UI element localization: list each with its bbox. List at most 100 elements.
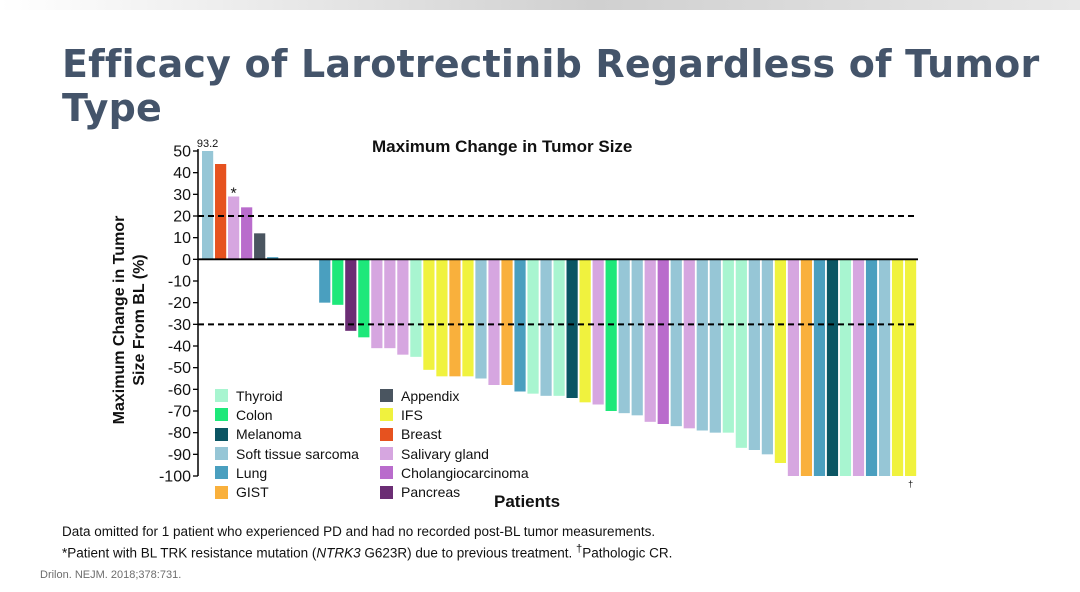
legend-column-2: Appendix IFS Breast Salivary gland Chola… <box>380 386 529 502</box>
y-axis-label-line-2: Size From BL (%) <box>131 254 148 386</box>
footnote-text: Pathologic CR. <box>582 545 673 561</box>
footnote-text: *Patient with BL TRK resistance mutation… <box>62 545 317 561</box>
bar <box>800 259 813 476</box>
bar <box>215 164 227 260</box>
y-tick-label: -30 <box>168 317 191 334</box>
legend-item-colon: Colon <box>215 405 359 424</box>
bar <box>787 259 800 476</box>
bar <box>436 259 448 377</box>
bar <box>813 259 826 476</box>
gene-name: NTRK3 <box>316 545 361 561</box>
legend-swatch <box>215 447 228 461</box>
legend-swatch <box>215 408 228 422</box>
bar <box>332 259 344 305</box>
y-tick-label: 20 <box>173 209 191 226</box>
legend-item-appendix: Appendix <box>380 386 529 405</box>
bar <box>774 259 786 463</box>
bar <box>501 259 513 385</box>
bar <box>709 259 721 433</box>
bar <box>371 259 383 349</box>
bar <box>696 259 708 431</box>
legend-swatch <box>215 427 228 441</box>
y-tick-label: -100 <box>159 469 191 486</box>
y-tick-label: -10 <box>168 274 191 291</box>
legend-label: Soft tissue sarcoma <box>236 445 359 462</box>
bar <box>761 259 773 455</box>
chart-title: Maximum Change in Tumor Size <box>372 137 633 156</box>
bar <box>722 259 734 433</box>
bar <box>384 259 396 349</box>
bar <box>826 259 839 476</box>
bar <box>566 259 578 398</box>
bar <box>527 259 539 394</box>
legend-label: Cholangiocarcinoma <box>401 464 529 481</box>
y-axis-label: Maximum Change in Tumor Size From BL (%) <box>110 180 150 460</box>
bar <box>839 259 852 476</box>
bar <box>228 196 240 260</box>
top-bar <box>0 0 1080 10</box>
y-tick-label: 0 <box>182 252 191 269</box>
legend-label: Appendix <box>401 387 460 404</box>
legend-swatch <box>380 447 393 461</box>
bar <box>488 259 500 385</box>
bar <box>748 259 760 450</box>
bar <box>319 259 331 303</box>
bar <box>670 259 682 427</box>
bar <box>514 259 526 392</box>
legend-swatch <box>380 466 393 480</box>
bar <box>631 259 643 416</box>
bar <box>618 259 630 414</box>
bar <box>605 259 617 411</box>
legend-swatch <box>380 485 393 499</box>
bar <box>865 259 878 476</box>
bar <box>202 151 214 260</box>
legend-label: GIST <box>236 484 269 501</box>
bar <box>462 259 474 377</box>
source-citation: Drilon. NEJM. 2018;378:731. <box>40 569 182 581</box>
bar <box>644 259 656 422</box>
y-tick-label: 40 <box>173 165 191 182</box>
slide-title: Efficacy of Larotrectinib Regardless of … <box>62 42 1040 130</box>
legend-swatch <box>380 408 393 422</box>
y-tick-label: 30 <box>173 187 191 204</box>
legend-label: Lung <box>236 464 268 481</box>
legend-label: Salivary gland <box>401 445 489 462</box>
y-tick-label: -20 <box>168 295 191 312</box>
legend-item-thyroid: Thyroid <box>215 386 359 405</box>
legend-item-breast: Breast <box>380 425 529 444</box>
y-axis-label-line-1: Maximum Change in Tumor <box>111 215 128 425</box>
y-tick-label: -70 <box>168 404 191 421</box>
bar <box>878 259 891 476</box>
legend-item-salivary-gland: Salivary gland <box>380 444 529 463</box>
dagger-mark: † <box>576 543 583 555</box>
bar <box>592 259 604 405</box>
bar <box>540 259 552 396</box>
bar <box>358 259 370 338</box>
legend-swatch <box>215 485 228 499</box>
bar <box>852 259 865 476</box>
bar <box>683 259 695 429</box>
legend-label: IFS <box>401 406 423 423</box>
footnote-omitted-patient: Data omitted for 1 patient who experienc… <box>62 524 656 539</box>
bar <box>410 259 422 357</box>
legend-label: Thyroid <box>236 387 283 404</box>
bar <box>579 259 591 403</box>
legend-item-melanoma: Melanoma <box>215 425 359 444</box>
legend-item-ifs: IFS <box>380 405 529 424</box>
bar <box>449 259 461 377</box>
y-tick-label: -60 <box>168 382 191 399</box>
legend-label: Pancreas <box>401 484 461 501</box>
bar-annotation: 93.2 <box>197 138 218 150</box>
footnote-resistance-mutation: *Patient with BL TRK resistance mutation… <box>62 543 672 561</box>
y-tick-label: -50 <box>168 360 191 377</box>
bar <box>241 207 253 260</box>
legend-item-pancreas: Pancreas <box>380 482 529 501</box>
bar <box>553 259 565 396</box>
bar-annotation: † <box>908 479 913 489</box>
bar <box>657 259 669 424</box>
legend-swatch <box>380 427 393 441</box>
y-tick-label: -40 <box>168 339 191 356</box>
legend-swatch <box>380 389 393 403</box>
bar <box>735 259 747 448</box>
